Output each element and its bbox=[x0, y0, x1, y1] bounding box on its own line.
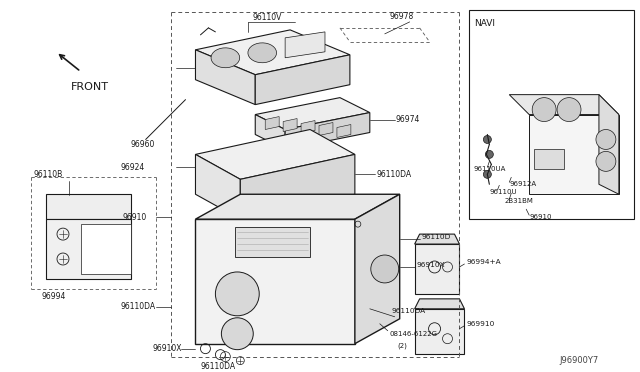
Circle shape bbox=[596, 129, 616, 150]
Text: 96910X: 96910X bbox=[153, 344, 182, 353]
Text: 96910: 96910 bbox=[123, 213, 147, 222]
Circle shape bbox=[557, 97, 581, 122]
Polygon shape bbox=[529, 115, 619, 194]
Polygon shape bbox=[285, 113, 370, 150]
Circle shape bbox=[596, 151, 616, 171]
Polygon shape bbox=[46, 194, 131, 219]
Text: NAVI: NAVI bbox=[474, 19, 495, 28]
Polygon shape bbox=[195, 194, 400, 219]
Text: FRONT: FRONT bbox=[71, 82, 109, 92]
Polygon shape bbox=[415, 234, 460, 244]
Polygon shape bbox=[599, 94, 619, 194]
Polygon shape bbox=[337, 125, 351, 138]
Text: 96110B: 96110B bbox=[33, 170, 62, 179]
Polygon shape bbox=[301, 121, 315, 134]
Text: 96924: 96924 bbox=[121, 163, 145, 172]
Text: 96974: 96974 bbox=[396, 115, 420, 124]
Polygon shape bbox=[285, 32, 325, 58]
Polygon shape bbox=[415, 299, 465, 309]
Text: 2B31BM: 2B31BM bbox=[504, 198, 533, 204]
Text: 96110UA: 96110UA bbox=[474, 166, 506, 172]
Polygon shape bbox=[195, 154, 240, 219]
Circle shape bbox=[485, 150, 493, 158]
Polygon shape bbox=[265, 116, 279, 129]
Text: 96110DA: 96110DA bbox=[200, 362, 236, 371]
Text: 96994: 96994 bbox=[41, 292, 65, 301]
Polygon shape bbox=[355, 194, 400, 344]
Text: J96900Y7: J96900Y7 bbox=[559, 356, 598, 365]
Circle shape bbox=[483, 170, 492, 178]
Polygon shape bbox=[195, 30, 350, 75]
Circle shape bbox=[216, 272, 259, 316]
Text: 96910: 96910 bbox=[529, 214, 552, 220]
Text: 96110D: 96110D bbox=[422, 234, 451, 240]
Polygon shape bbox=[415, 244, 460, 294]
Polygon shape bbox=[255, 55, 350, 105]
Text: 96910X: 96910X bbox=[417, 262, 445, 268]
Text: 96994+A: 96994+A bbox=[467, 259, 501, 265]
Polygon shape bbox=[255, 115, 285, 150]
Polygon shape bbox=[509, 94, 619, 115]
Circle shape bbox=[483, 135, 492, 144]
Text: 96110DA: 96110DA bbox=[377, 170, 412, 179]
Circle shape bbox=[532, 97, 556, 122]
Text: 96960: 96960 bbox=[131, 140, 155, 149]
Polygon shape bbox=[195, 50, 255, 105]
Text: (2): (2) bbox=[397, 342, 408, 349]
Polygon shape bbox=[236, 227, 310, 257]
Bar bbox=[469, 10, 634, 219]
Text: 969910: 969910 bbox=[467, 321, 495, 327]
Polygon shape bbox=[240, 154, 355, 219]
Polygon shape bbox=[46, 219, 131, 279]
Text: 96110DA: 96110DA bbox=[392, 308, 426, 314]
Polygon shape bbox=[81, 224, 131, 274]
Polygon shape bbox=[195, 129, 355, 179]
Text: 96978: 96978 bbox=[390, 12, 414, 22]
Polygon shape bbox=[283, 119, 297, 131]
Polygon shape bbox=[319, 122, 333, 135]
Circle shape bbox=[221, 318, 253, 350]
Circle shape bbox=[371, 255, 399, 283]
Polygon shape bbox=[255, 97, 370, 129]
Polygon shape bbox=[195, 219, 355, 344]
Text: 08146-6122G: 08146-6122G bbox=[390, 331, 438, 337]
Polygon shape bbox=[415, 309, 465, 354]
Text: 96110V: 96110V bbox=[252, 13, 282, 22]
Text: 96110DA: 96110DA bbox=[121, 302, 156, 311]
Bar bbox=[534, 150, 564, 169]
Polygon shape bbox=[248, 43, 276, 63]
Polygon shape bbox=[211, 48, 240, 68]
Text: 96912A: 96912A bbox=[509, 181, 536, 187]
Text: 96110U: 96110U bbox=[490, 189, 517, 195]
